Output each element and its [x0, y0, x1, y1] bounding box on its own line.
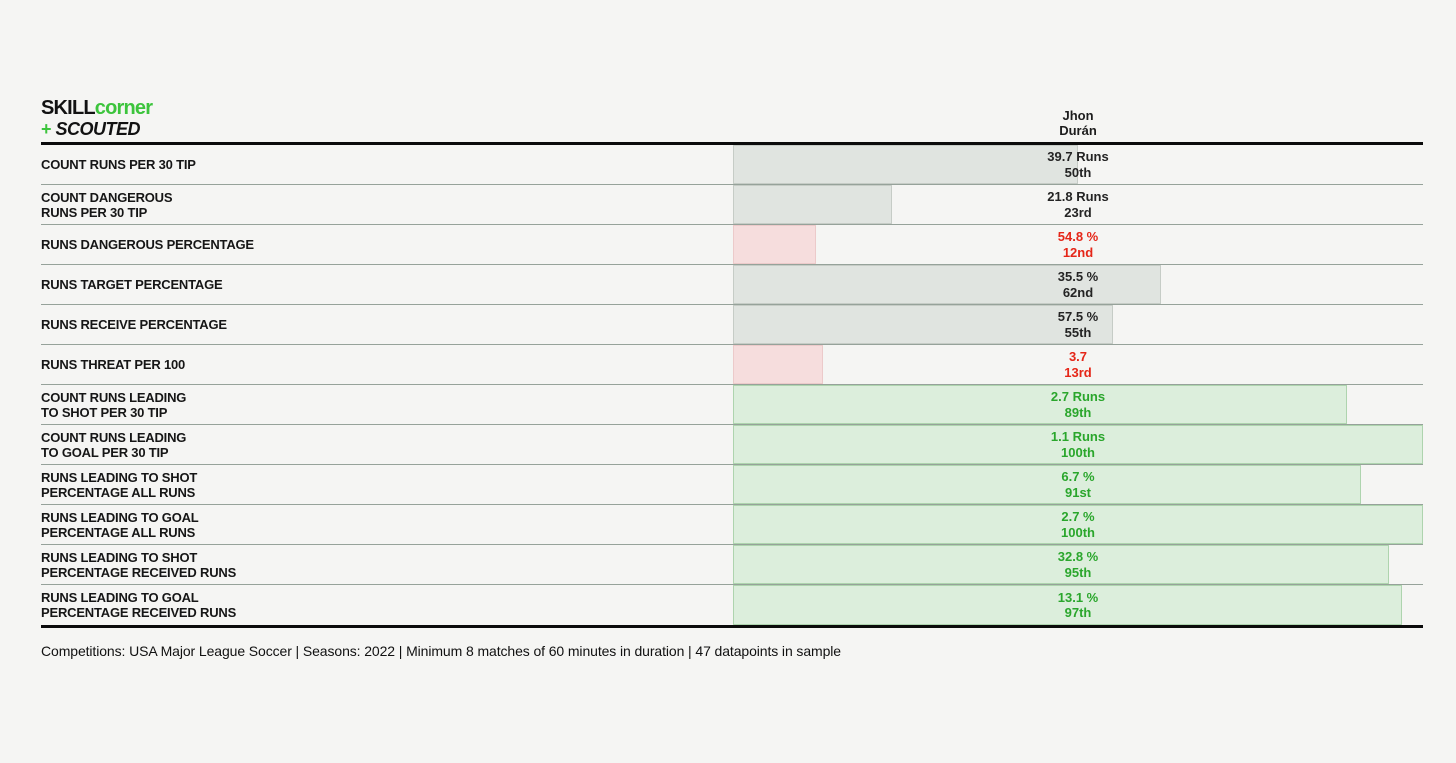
percentile-bar — [733, 425, 1423, 464]
report-content: SKILLcorner + SCOUTED Jhon Durán COUNT R… — [41, 98, 1423, 659]
scouted-wordmark: + SCOUTED — [41, 120, 733, 138]
header-player-column: Jhon Durán — [733, 108, 1423, 138]
metric-bar-cell: 39.7 Runs 50th — [733, 145, 1423, 184]
metric-percentile-text: 23rd — [1064, 204, 1092, 220]
header-logo-column: SKILLcorner + SCOUTED — [41, 98, 733, 138]
metric-label: COUNT RUNS LEADING TO GOAL PER 30 TIP — [41, 429, 187, 460]
skillcorner-scouted-logo: SKILLcorner + SCOUTED — [41, 98, 733, 138]
metric-row: COUNT RUNS PER 30 TIP 39.7 Runs 50th — [41, 145, 1423, 185]
metric-percentile-text: 12nd — [1062, 244, 1094, 260]
metric-label: RUNS THREAT PER 100 — [41, 357, 186, 372]
metric-row: RUNS LEADING TO SHOT PERCENTAGE ALL RUNS… — [41, 465, 1423, 505]
metric-label: RUNS LEADING TO SHOT PERCENTAGE ALL RUNS — [41, 469, 198, 500]
percentile-bar — [733, 385, 1348, 424]
metric-row: RUNS THREAT PER 100 3.7 13rd — [41, 345, 1423, 385]
metrics-table: COUNT RUNS PER 30 TIP 39.7 Runs 50th COU… — [41, 145, 1423, 628]
report-header: SKILLcorner + SCOUTED Jhon Durán — [41, 98, 1423, 145]
metric-bar-cell: 3.7 13rd — [733, 345, 1423, 384]
percentile-bar — [733, 185, 892, 224]
percentile-bar — [733, 465, 1361, 504]
metric-label: COUNT DANGEROUS RUNS PER 30 TIP — [41, 189, 173, 220]
metric-value-text: 54.8 % — [1057, 229, 1099, 244]
logo-skill-text: SKILL — [41, 97, 96, 119]
metric-bar-cell: 32.8 % 95th — [733, 545, 1423, 584]
metric-label: RUNS LEADING TO SHOT PERCENTAGE RECEIVED… — [41, 549, 237, 580]
percentile-bar — [733, 345, 823, 384]
player-first-name: Jhon — [1062, 108, 1094, 123]
metric-bar-cell: 54.8 % 12nd — [733, 225, 1423, 264]
percentile-bar — [733, 305, 1113, 344]
metric-label: RUNS LEADING TO GOAL PERCENTAGE ALL RUNS — [41, 509, 199, 540]
percentile-bar — [733, 145, 1078, 184]
metric-row: RUNS LEADING TO SHOT PERCENTAGE RECEIVED… — [41, 545, 1423, 585]
metric-value-text: 21.8 Runs — [1047, 189, 1109, 204]
footer-note: Competitions: USA Major League Soccer | … — [41, 643, 841, 659]
metric-label: RUNS RECEIVE PERCENTAGE — [41, 317, 227, 332]
player-last-name: Durán — [1059, 123, 1097, 138]
logo-corner-text: corner — [94, 97, 153, 119]
logo-scouted-text: SCOUTED — [55, 119, 141, 139]
metric-bar-cell: 1.1 Runs 100th — [733, 425, 1423, 464]
metric-row: COUNT DANGEROUS RUNS PER 30 TIP 21.8 Run… — [41, 185, 1423, 225]
metric-row: RUNS TARGET PERCENTAGE 35.5 % 62nd — [41, 265, 1423, 305]
metric-bar-cell: 21.8 Runs 23rd — [733, 185, 1423, 224]
skillcorner-wordmark: SKILLcorner — [41, 98, 733, 118]
metric-label: COUNT RUNS LEADING TO SHOT PER 30 TIP — [41, 389, 187, 420]
percentile-bar — [733, 265, 1161, 304]
metric-row: RUNS DANGEROUS PERCENTAGE 54.8 % 12nd — [41, 225, 1423, 265]
metric-label: RUNS LEADING TO GOAL PERCENTAGE RECEIVED… — [41, 590, 237, 620]
metric-row: COUNT RUNS LEADING TO GOAL PER 30 TIP 1.… — [41, 425, 1423, 465]
percentile-bar — [733, 505, 1423, 544]
percentile-bar — [733, 585, 1403, 625]
metric-bar-cell: 2.7 Runs 89th — [733, 385, 1423, 424]
metric-row: RUNS RECEIVE PERCENTAGE 57.5 % 55th — [41, 305, 1423, 345]
metric-value-text: 3.7 — [1068, 349, 1088, 364]
metric-label: RUNS TARGET PERCENTAGE — [41, 277, 223, 292]
player-name: Jhon Durán — [733, 108, 1423, 138]
metric-bar-cell: 2.7 % 100th — [733, 505, 1423, 544]
metric-row: RUNS LEADING TO GOAL PERCENTAGE ALL RUNS… — [41, 505, 1423, 545]
metric-row: RUNS LEADING TO GOAL PERCENTAGE RECEIVED… — [41, 585, 1423, 625]
metric-row: COUNT RUNS LEADING TO SHOT PER 30 TIP 2.… — [41, 385, 1423, 425]
metric-bar-cell: 57.5 % 55th — [733, 305, 1423, 344]
metric-label: RUNS DANGEROUS PERCENTAGE — [41, 237, 254, 252]
metric-value-block: 54.8 % 12nd — [733, 225, 1423, 264]
metric-bar-cell: 35.5 % 62nd — [733, 265, 1423, 304]
metric-percentile-text: 13rd — [1064, 364, 1092, 380]
metric-value-block: 3.7 13rd — [733, 345, 1423, 384]
metric-bar-cell: 13.1 % 97th — [733, 585, 1423, 625]
logo-plus-icon: + — [41, 119, 52, 139]
percentile-bar — [733, 545, 1389, 584]
metric-label: COUNT RUNS PER 30 TIP — [41, 157, 196, 172]
percentile-bar — [733, 225, 816, 264]
metric-bar-cell: 6.7 % 91st — [733, 465, 1423, 504]
